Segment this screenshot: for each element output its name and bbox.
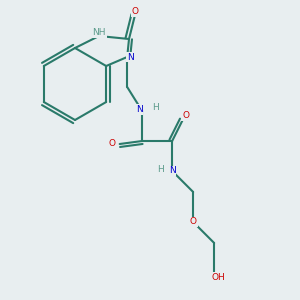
Text: O: O <box>182 111 189 120</box>
Text: O: O <box>131 8 139 16</box>
Text: OH: OH <box>212 273 226 282</box>
Text: NH: NH <box>92 28 106 37</box>
Text: O: O <box>109 140 116 148</box>
Text: N: N <box>127 52 134 62</box>
Text: N: N <box>169 167 175 176</box>
Text: O: O <box>190 218 197 226</box>
Text: H: H <box>152 103 159 112</box>
Text: N: N <box>136 105 142 114</box>
Text: H: H <box>157 165 164 174</box>
